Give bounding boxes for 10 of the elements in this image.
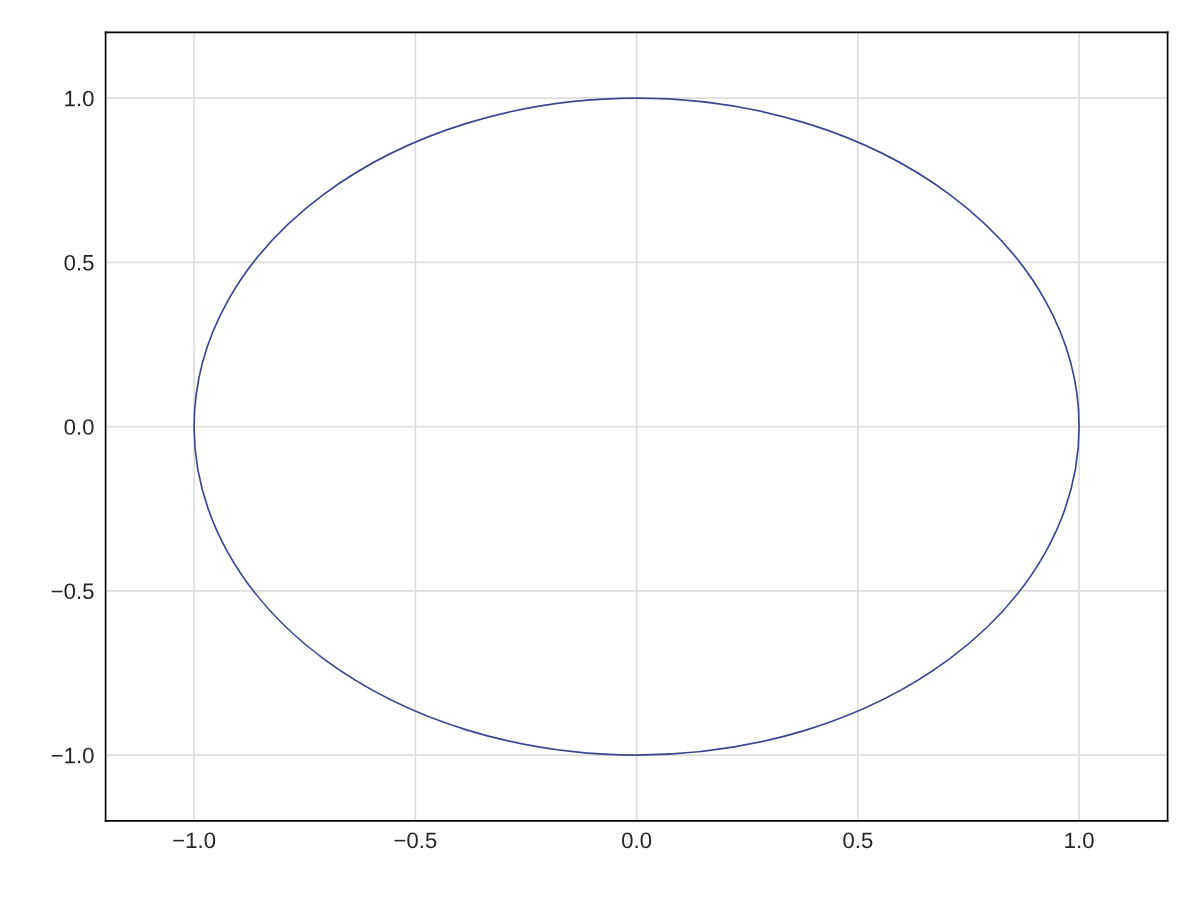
x-tick-label: 0.0: [622, 832, 652, 849]
x-tick-label: 1.0: [1065, 832, 1094, 849]
y-tick-label: −1.0: [51, 747, 94, 764]
y-tick-label: −0.5: [51, 583, 94, 600]
y-tick-label: 1.0: [65, 90, 94, 107]
x-tick-label: 0.5: [843, 832, 873, 849]
x-tick-label: −0.5: [394, 832, 437, 849]
x-tick-label: −1.0: [173, 832, 216, 849]
y-tick-label: 0.5: [64, 254, 94, 271]
y-tick-label: 0.0: [64, 419, 94, 435]
